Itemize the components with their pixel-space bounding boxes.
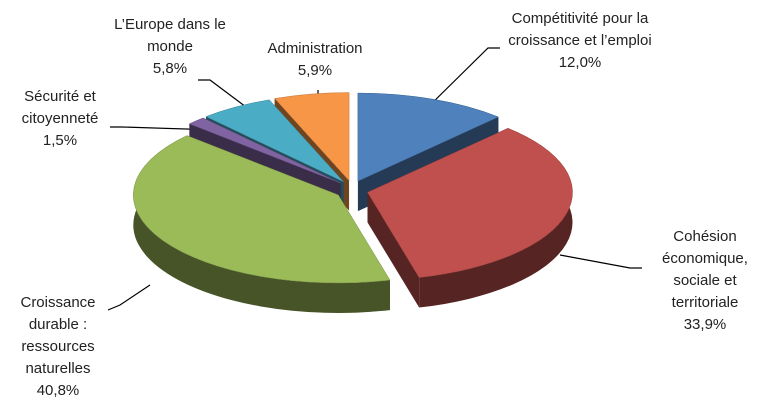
slice-side	[367, 192, 420, 308]
leader-line	[110, 126, 219, 131]
slice-wall	[133, 135, 390, 313]
slice	[188, 117, 341, 184]
value-label: 5,8%	[152, 60, 188, 77]
leader-line	[198, 79, 259, 117]
category-label: L’Europe dans le monde	[114, 16, 226, 55]
category-label: Cohésion économique, sociale et territor…	[662, 228, 748, 311]
slice-label: Croissance durable : ressources naturell…	[3, 292, 113, 402]
value-label: 40,8%	[36, 382, 80, 399]
slice	[367, 127, 573, 278]
slice-label: Compétitivité pour la croissance et l’em…	[490, 8, 670, 74]
category-label: Croissance durable : ressources naturell…	[20, 294, 96, 377]
value-label: 33,9%	[683, 316, 727, 333]
value-label: 1,5%	[42, 132, 78, 149]
slice-wall	[419, 128, 573, 308]
category-label: Sécurité et citoyenneté	[21, 88, 99, 127]
pie	[133, 92, 573, 313]
slice-label: Cohésion économique, sociale et territor…	[650, 226, 760, 336]
slice	[205, 99, 344, 183]
slice	[274, 92, 350, 182]
leader-line	[559, 254, 642, 269]
value-label: 12,0%	[558, 54, 602, 71]
slice	[357, 92, 499, 182]
leader-line	[107, 284, 151, 311]
slice-label: Sécurité et citoyenneté 1,5%	[5, 86, 115, 152]
value-label: 5,9%	[297, 62, 333, 79]
category-label: Compétitivité pour la croissance et l’em…	[508, 10, 652, 49]
slice-label: L’Europe dans le monde 5,8%	[95, 14, 245, 80]
leader-line	[419, 47, 500, 116]
slice-label: Administration 5,9%	[245, 38, 385, 82]
slice	[133, 135, 391, 284]
category-label: Administration	[267, 40, 363, 57]
